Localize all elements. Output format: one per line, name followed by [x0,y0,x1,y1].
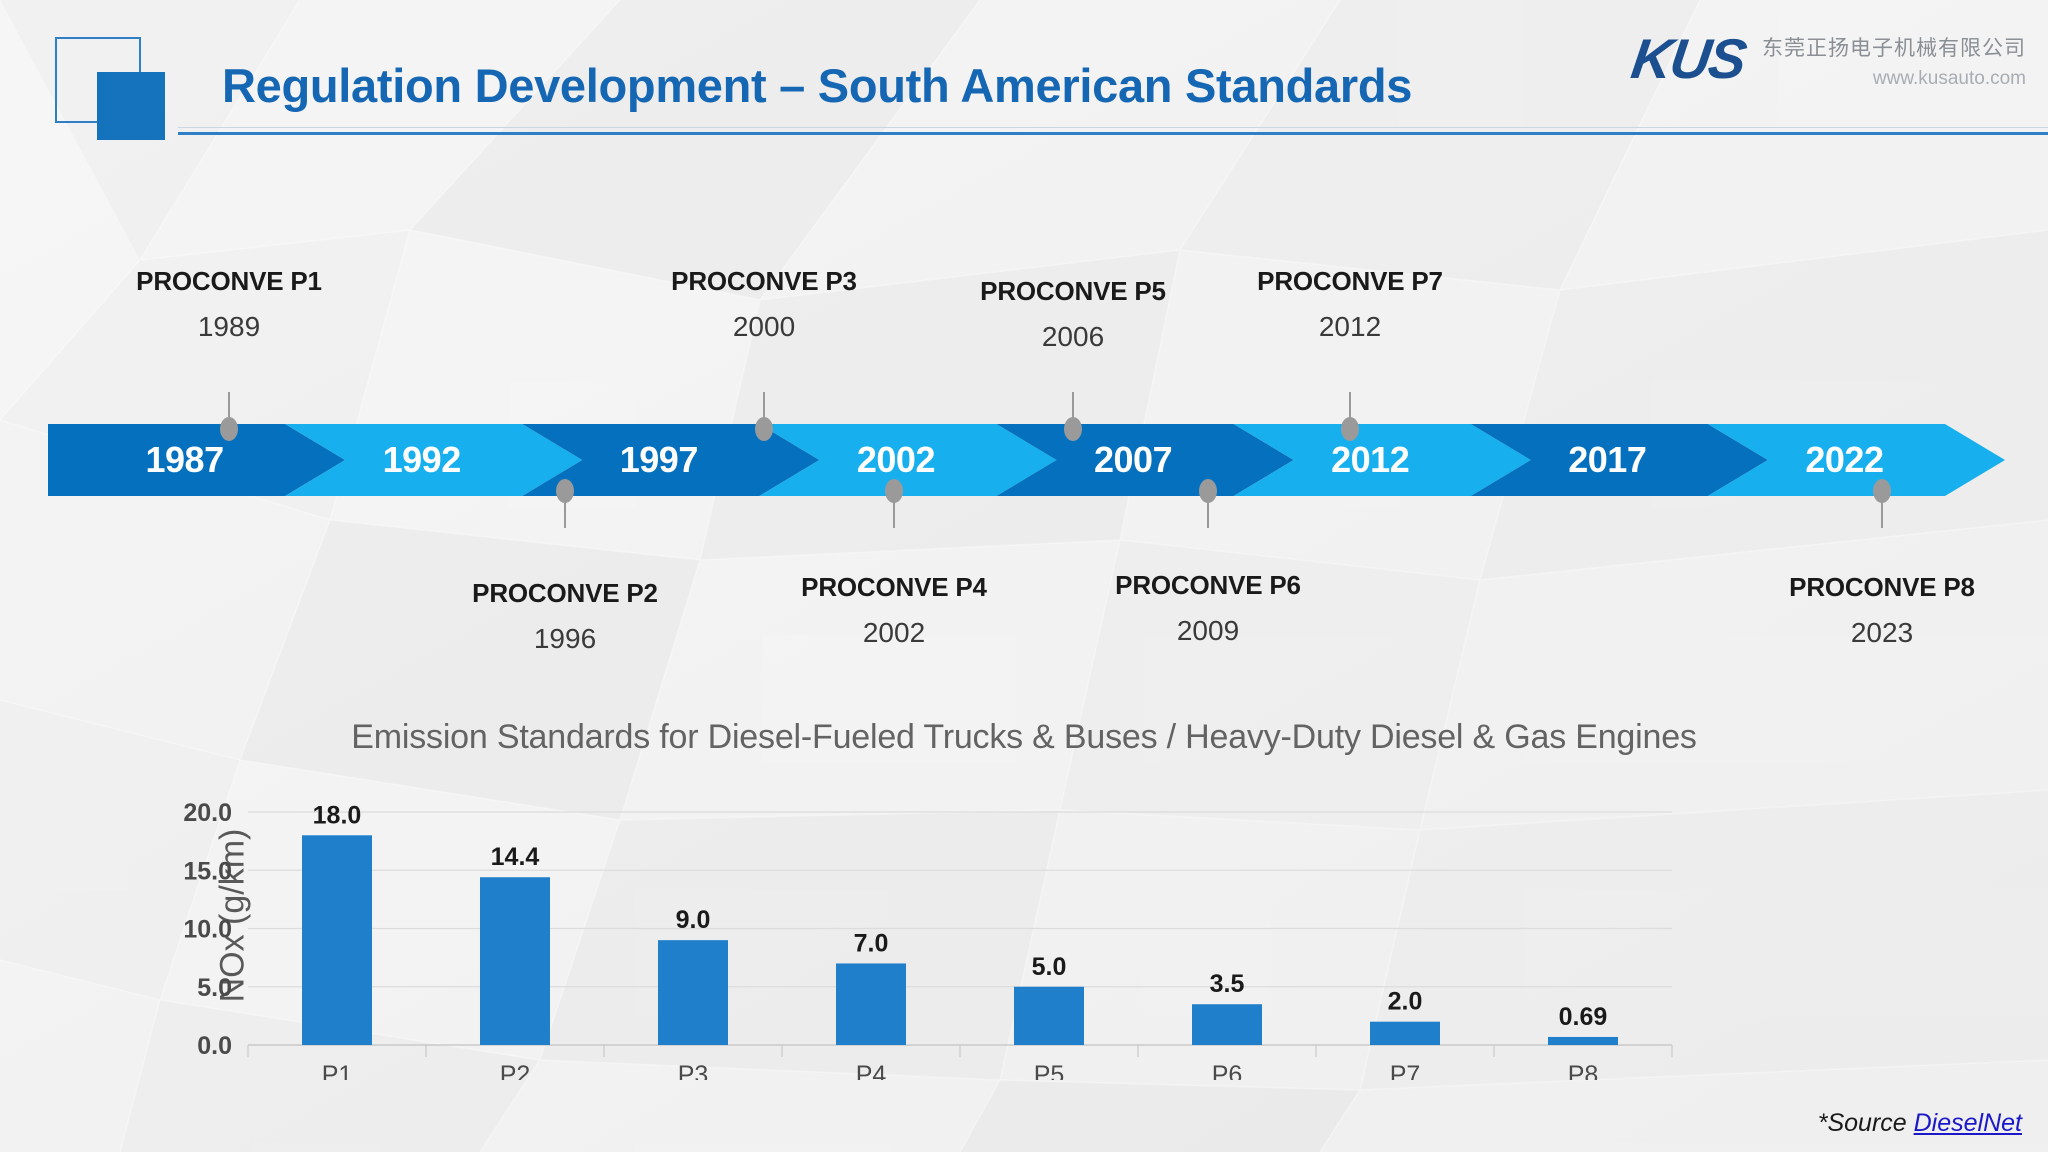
chart-y-tick-label: 15.0 [183,857,232,885]
chart-bar-value-label: 5.0 [1032,953,1067,981]
chart-x-category-label: P7 [1390,1061,1421,1080]
header-divider [178,132,2048,135]
timeline-marker-name: PROCONVE P5 [980,276,1166,306]
timeline-marker-year: 2006 [1041,321,1105,352]
timeline-marker-label: PROCONVE P2 1996 [472,578,658,655]
brand-text: 东莞正扬电子机械有限公司 www.kusauto.com [1762,28,2026,90]
timeline-segment-year: 2017 [1568,439,1647,480]
chart-bar-value-label: 2.0 [1388,988,1423,1016]
timeline-marker-dot [1199,479,1217,503]
chart-y-tick-label: 0.0 [197,1032,232,1060]
page-header: Regulation Development – South American … [0,0,2048,140]
timeline-marker-name: PROCONVE P8 [1789,572,1975,602]
chart-x-category-label: P8 [1568,1061,1599,1080]
timeline-marker-year: 2002 [862,617,926,648]
timeline-segment-year: 2007 [1094,439,1173,480]
chart-x-category-label: P5 [1034,1061,1065,1080]
timeline-marker-year: 2009 [1176,615,1240,646]
timeline-arrow-segment [1470,424,1768,496]
timeline-marker-label: PROCONVE P4 2002 [801,572,987,649]
timeline-marker-year: 2023 [1850,617,1914,648]
timeline-marker-name: PROCONVE P7 [1257,266,1443,296]
timeline-segment-year: 1992 [382,439,462,480]
chart-x-category-label: P2 [500,1061,531,1080]
timeline-marker-label: PROCONVE P1 1989 [136,266,322,343]
decor-square-filled [97,72,165,140]
timeline-arrow-segment [522,424,820,496]
timeline-marker-label: PROCONVE P8 2023 [1789,572,1975,649]
timeline-arrow-segment [285,424,583,496]
timeline-marker-label: PROCONVE P7 2012 [1257,266,1443,343]
chart-y-tick-label: 5.0 [197,974,232,1002]
timeline-marker-year: 2012 [1318,311,1382,342]
timeline-segment-year: 1987 [145,439,225,480]
chart-bar [658,940,728,1045]
timeline-arrow-segment [48,424,346,496]
timeline-marker-label: PROCONVE P3 2000 [671,266,857,343]
chart-x-category-label: P6 [1212,1061,1243,1080]
brand-block: KUS 东莞正扬电子机械有限公司 www.kusauto.com [1627,27,2026,90]
timeline-segment-year: 2002 [856,439,936,480]
timeline-arrow-segment [1233,424,1531,496]
chart-bar-value-label: 9.0 [676,906,711,934]
chart-bar-value-label: 0.69 [1559,1003,1608,1031]
timeline-marker-dot [1064,417,1082,441]
timeline-marker-year: 1989 [197,311,261,342]
brand-company-name: 东莞正扬电子机械有限公司 [1762,37,2026,60]
brand-website: www.kusauto.com [1872,68,2026,89]
chart-y-tick-label: 10.0 [183,916,232,944]
chart-bar [836,963,906,1045]
timeline-arrow-segment [1707,424,2005,496]
chart-bar-value-label: 14.4 [491,843,540,871]
timeline-segment-year: 1997 [619,439,699,480]
chart-bar-value-label: 18.0 [313,801,362,829]
page-title: Regulation Development – South American … [222,59,1413,112]
timeline-marker-name: PROCONVE P2 [472,578,658,608]
timeline-marker-name: PROCONVE P6 [1115,570,1301,600]
timeline-marker-dot [556,479,574,503]
chart-x-category-label: P1 [322,1061,353,1080]
chart-bar-value-label: 7.0 [854,929,889,957]
chart-y-tick-label: 20.0 [183,799,232,827]
source-link[interactable]: DieselNet [1913,1109,2022,1137]
chart-x-category-label: P4 [856,1061,887,1080]
timeline-marker-dot [1873,479,1891,503]
timeline-segment-year: 2012 [1331,439,1410,480]
timeline-marker-dot [1341,417,1359,441]
timeline-marker-name: PROCONVE P1 [136,266,322,296]
source-prefix: *Source [1817,1109,1914,1137]
bar-chart: 0.0 5.0 10.0 15.0 20.0 18.0 P1 14.4 P2 9.0 P3 7.0 P4… [183,799,1673,1080]
chart-bar [1370,1021,1440,1045]
source-note: *Source DieselNet [1818,1109,2022,1138]
timeline: 1987 1992 1997 2002 2007 2012 2017 2022 PROCONVE… [48,266,2005,655]
timeline-marker-dot [220,417,238,441]
timeline-marker-label: PROCONVE P5 2006 [980,276,1166,353]
timeline-marker-name: PROCONVE P3 [671,266,857,296]
timeline-marker-dot [885,479,903,503]
chart-title: Emission Standards for Diesel-Fueled Tru… [351,718,1697,756]
chart-bar [302,835,372,1045]
kus-logo: KUS [1627,27,1749,90]
timeline-arrow-segment [996,424,1294,496]
chart-bar [1192,1004,1262,1045]
chart-bar [1014,986,1084,1045]
timeline-marker-year: 1996 [533,623,597,654]
timeline-marker-dot [755,417,773,441]
timeline-arrow-segment [759,424,1057,496]
header-divider-thin [178,127,2048,128]
chart-bar [480,877,550,1045]
timeline-segment-year: 2022 [1805,439,1884,480]
timeline-arrows [48,392,2005,528]
timeline-marker-name: PROCONVE P4 [801,572,987,602]
timeline-marker-year: 2000 [732,311,796,342]
chart-bar [1548,1036,1618,1045]
chart-x-category-label: P3 [678,1061,709,1080]
chart-bar-value-label: 3.5 [1210,970,1245,998]
timeline-marker-label: PROCONVE P6 2009 [1115,570,1301,647]
